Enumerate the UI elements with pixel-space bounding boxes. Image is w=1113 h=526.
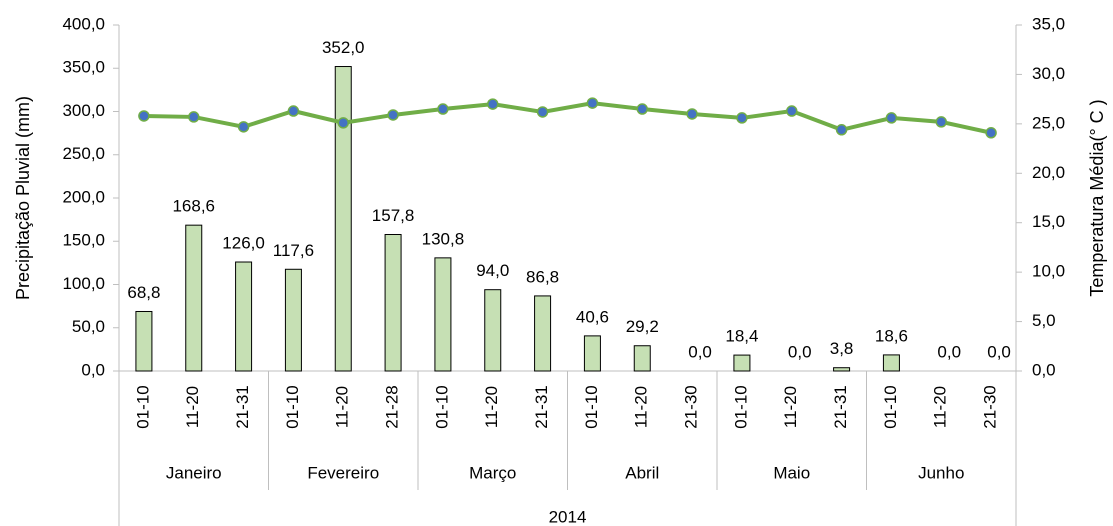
bar — [733, 354, 751, 372]
y2-tick-label: 15,0 — [1032, 212, 1065, 231]
y-tick-label: 250,0 — [62, 144, 105, 163]
bar — [633, 345, 651, 372]
group-label: Maio — [773, 463, 810, 482]
x-tick-label: 11-20 — [931, 386, 950, 428]
x-tick-label: 01-10 — [582, 385, 601, 428]
data-label: 94,0 — [476, 261, 509, 280]
group-label: Janeiro — [166, 463, 222, 482]
data-label: 168,6 — [172, 197, 215, 216]
marker — [885, 112, 898, 124]
marker — [437, 103, 449, 115]
line — [143, 101, 992, 135]
marker — [237, 121, 250, 133]
marker — [835, 124, 848, 136]
group-label: Março — [469, 463, 516, 482]
bar — [135, 310, 153, 372]
data-label: 0,0 — [688, 342, 712, 361]
marker — [287, 105, 300, 117]
group-label: Fevereiro — [307, 463, 379, 482]
data-label: 352,0 — [322, 38, 365, 57]
x-tick-label: 21-31 — [831, 385, 850, 428]
x-tick-label: 01-10 — [133, 385, 152, 428]
data-label: 0,0 — [937, 342, 961, 361]
data-label: 0,0 — [987, 342, 1011, 361]
marker — [138, 110, 150, 122]
bar — [833, 367, 851, 372]
x-tick-label: 21-28 — [383, 385, 402, 428]
x-tick-label: 11-20 — [183, 386, 202, 428]
y2-tick-label: 20,0 — [1032, 163, 1065, 182]
data-label: 130,8 — [422, 229, 465, 248]
y2-axis-label: Temperatura Média(° C ) — [1087, 99, 1107, 296]
group-label: Junho — [918, 463, 964, 482]
x-tick-label: 21-30 — [981, 385, 1000, 428]
data-label: 29,2 — [626, 317, 659, 336]
data-label: 157,8 — [372, 206, 415, 225]
x-tick-label: 11-20 — [781, 386, 800, 428]
y-tick-label: 350,0 — [62, 58, 105, 77]
marker — [736, 112, 748, 124]
y-tick-label: 50,0 — [72, 317, 105, 336]
data-label: 18,4 — [725, 327, 758, 346]
y2-tick-label: 35,0 — [1032, 14, 1065, 33]
y2-tick-label: 25,0 — [1032, 113, 1065, 132]
y-tick-label: 200,0 — [62, 187, 105, 206]
data-label: 126,0 — [222, 233, 265, 252]
y2-tick-label: 5,0 — [1032, 311, 1056, 330]
y-tick-label: 300,0 — [62, 101, 105, 120]
data-label: 40,6 — [576, 307, 609, 326]
y-axis-label: Precipitação Pluvial (mm) — [13, 96, 33, 300]
bar — [534, 295, 552, 372]
bar — [484, 289, 502, 372]
y-tick-label: 0,0 — [81, 360, 105, 379]
x-tick-label: 01-10 — [881, 385, 900, 428]
x-tick-label: 01-10 — [283, 385, 302, 428]
y-tick-label: 400,0 — [62, 14, 105, 33]
y2-tick-label: 10,0 — [1032, 262, 1065, 281]
marker — [636, 103, 648, 115]
bar — [434, 257, 452, 372]
y-tick-label: 150,0 — [62, 231, 105, 250]
data-label: 86,8 — [526, 267, 559, 286]
data-label: 68,8 — [127, 283, 160, 302]
marker — [985, 127, 997, 139]
data-label: 0,0 — [788, 342, 812, 361]
x-tick-label: 21-30 — [682, 385, 701, 428]
marker — [337, 117, 349, 129]
marker — [786, 105, 798, 117]
y2-tick-label: 30,0 — [1032, 64, 1065, 83]
y2-tick-label: 0,0 — [1032, 360, 1056, 379]
x-tick-label: 11-20 — [482, 386, 501, 428]
year-label: 2014 — [549, 507, 587, 526]
bar — [284, 268, 302, 372]
x-tick-label: 01-10 — [731, 385, 750, 428]
data-label: 3,8 — [830, 339, 854, 358]
marker — [188, 111, 200, 123]
y-tick-label: 100,0 — [62, 274, 105, 293]
bar — [235, 261, 253, 372]
data-label: 18,6 — [875, 326, 908, 345]
bar — [583, 335, 601, 372]
x-tick-label: 01-10 — [432, 385, 451, 428]
marker — [586, 97, 599, 109]
bar — [882, 354, 900, 372]
bar — [185, 224, 203, 372]
marker — [935, 116, 947, 128]
bar — [384, 234, 402, 372]
data-label: 117,6 — [273, 241, 314, 260]
group-label: Abril — [625, 463, 659, 482]
x-tick-label: 11-20 — [333, 386, 352, 428]
marker — [387, 109, 399, 121]
x-tick-label: 21-31 — [233, 385, 252, 428]
bar — [334, 66, 352, 372]
x-tick-label: 21-31 — [532, 385, 551, 428]
marker — [487, 98, 499, 110]
marker — [686, 108, 698, 120]
x-tick-label: 11-20 — [632, 386, 651, 428]
marker — [536, 106, 549, 118]
